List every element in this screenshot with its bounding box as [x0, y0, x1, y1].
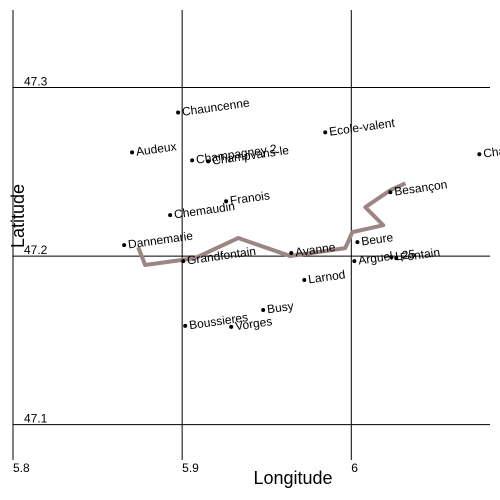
town-point — [352, 259, 357, 264]
town-label: Dannemarie — [127, 228, 194, 251]
town-label: Audeux — [135, 139, 177, 159]
town-label: Beure — [360, 230, 394, 248]
town-point — [183, 323, 188, 328]
town-point — [130, 150, 135, 155]
town-label: Vorges — [234, 314, 273, 333]
town-point — [261, 308, 266, 312]
town-point — [168, 213, 173, 218]
town-point — [355, 240, 360, 245]
town-label: Besançon — [393, 177, 448, 198]
y-tick-label: 47.1 — [24, 412, 48, 426]
town-label: Avanne — [294, 240, 336, 260]
town-label: Cha — [482, 144, 500, 161]
town-label: Franois — [229, 188, 271, 207]
town-label: Busy — [266, 299, 294, 317]
town-point — [224, 199, 229, 204]
town-point — [323, 130, 328, 135]
x-tick-label: 6 — [351, 461, 358, 475]
town-point — [176, 110, 181, 115]
town-point — [302, 278, 307, 282]
town-point — [181, 259, 186, 264]
x-tick-label: 5.8 — [13, 461, 30, 475]
town-point — [388, 190, 393, 195]
town-label: Chauncenne — [181, 95, 251, 118]
y-tick-label: 47.2 — [24, 243, 48, 257]
town-point — [477, 152, 482, 157]
town-label: Fontain — [399, 245, 441, 264]
town-point — [394, 256, 399, 261]
x-tick-label: 5.9 — [182, 461, 199, 475]
town-label: Arguel — [357, 249, 393, 268]
town-label: Ecole-valent — [328, 116, 396, 139]
y-tick-label: 47.3 — [24, 75, 48, 89]
town-point — [389, 255, 394, 260]
town-point — [206, 159, 211, 164]
town-point — [122, 243, 127, 248]
town-point — [190, 158, 195, 163]
y-axis-title: Latitude — [8, 184, 28, 248]
town-point — [229, 324, 234, 329]
town-point — [289, 251, 294, 256]
x-axis-title: Longitude — [253, 468, 332, 488]
town-label: Larnod — [307, 267, 346, 286]
town-label: L25 — [394, 247, 416, 264]
route-line — [136, 181, 407, 267]
